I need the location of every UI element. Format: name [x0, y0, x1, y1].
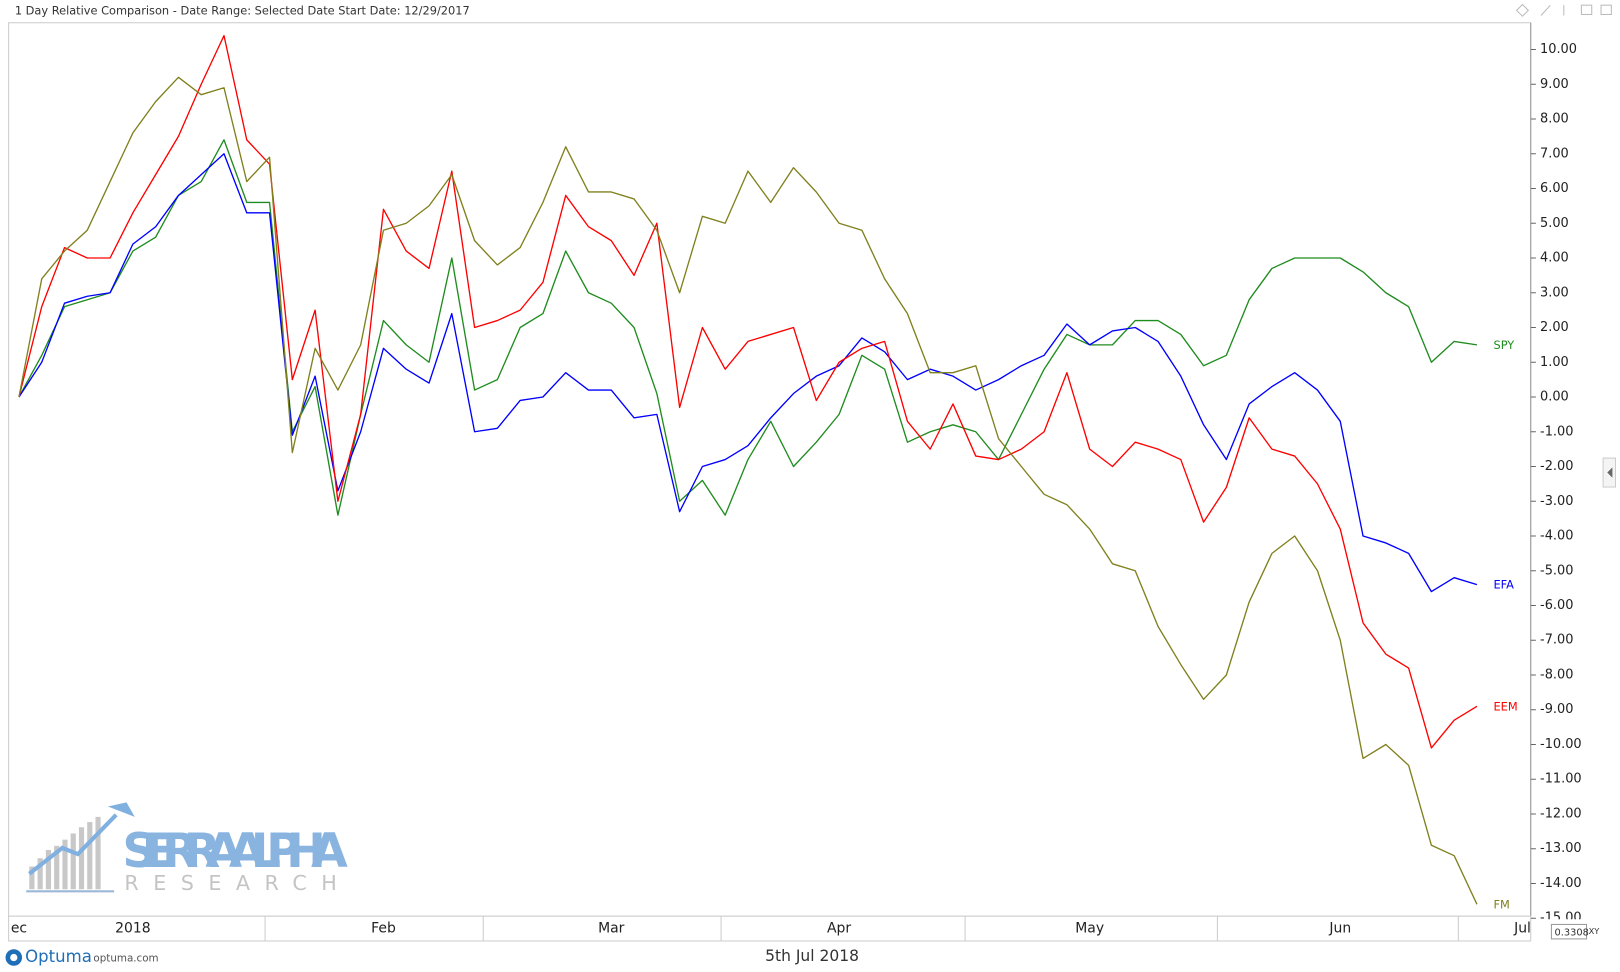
y-tick-label: 9.00 [1540, 77, 1569, 92]
series-line [18, 139, 1478, 516]
y-tick-label: -13.00 [1540, 841, 1582, 856]
series-line [18, 34, 1478, 749]
x-tick-label: Mar [598, 921, 625, 937]
toolbar-icons[interactable] [1515, 3, 1612, 17]
brand-site: optuma.com [93, 953, 158, 965]
y-tick-label: -15.00 [1540, 911, 1582, 926]
brand-logo-hole [10, 953, 18, 962]
x-tick-label: Jul [1513, 921, 1531, 937]
footer-bar [0, 943, 1620, 972]
scale-value: 0.3308 [1555, 928, 1589, 939]
series-line [18, 153, 1478, 593]
watermark: SIERRA ALPHA RESEARCH [26, 802, 351, 895]
y-tick-label: -9.00 [1540, 702, 1573, 717]
scale-mode[interactable]: XY [1589, 926, 1601, 936]
x-tick-label: ec [11, 921, 27, 937]
plot-lines [18, 34, 1478, 905]
x-tick-label: Apr [827, 921, 851, 937]
chart-header: 1 Day Relative Comparison - Date Range: … [15, 3, 470, 17]
footer-date: 5th Jul 2018 [765, 947, 859, 965]
x-tick-label: May [1075, 921, 1104, 937]
y-tick-label: -11.00 [1540, 772, 1582, 787]
y-tick-label: 10.00 [1540, 42, 1577, 57]
y-tick-label: -10.00 [1540, 737, 1582, 752]
y-tick-label: 6.00 [1540, 181, 1569, 196]
series-label: FM [1494, 897, 1510, 911]
series-label: SPY [1494, 338, 1515, 352]
y-axis-ticks: 10.00 9.00 8.00 7.00 6.00 5.00 4.00 3.00 2.00 1.0… [1530, 42, 1582, 926]
y-tick-label: -12.00 [1540, 806, 1582, 821]
y-tick-label: 7.00 [1540, 146, 1569, 161]
series-label: EEM [1494, 699, 1518, 713]
watermark-subtitle: RESEARCH [124, 871, 351, 895]
series-label: EFA [1494, 578, 1515, 592]
y-tick-label: 1.00 [1540, 355, 1569, 370]
y-tick-label: -14.00 [1540, 876, 1582, 891]
scale-box[interactable] [1550, 923, 1588, 940]
y-tick-label: -1.00 [1540, 424, 1573, 439]
series-line [18, 76, 1478, 905]
y-tick-label: -8.00 [1540, 667, 1573, 682]
y-tick-label: 2.00 [1540, 320, 1569, 335]
x-tick-label: 2018 [115, 921, 150, 937]
y-tick-label: -6.00 [1540, 598, 1573, 613]
y-tick-label: 8.00 [1540, 112, 1569, 127]
x-tick-label: Jun [1328, 921, 1351, 937]
y-tick-label: -3.00 [1540, 494, 1573, 509]
y-tick-label: -2.00 [1540, 459, 1573, 474]
y-tick-label: 3.00 [1540, 285, 1569, 300]
y-tick-label: -7.00 [1540, 633, 1573, 648]
y-tick-label: 5.00 [1540, 216, 1569, 231]
y-tick-label: 4.00 [1540, 251, 1569, 266]
x-axis: ec 2018 Feb Mar Apr May Jun Jul [8, 915, 1532, 942]
side-toggle-arrow [1607, 467, 1613, 478]
watermark-title: SIERRA ALPHA [122, 824, 348, 879]
brand-name: Optuma [25, 947, 92, 966]
y-tick-label: -5.00 [1540, 563, 1573, 578]
plot-frame [8, 22, 1532, 917]
y-tick-label: 0.00 [1540, 390, 1569, 405]
y-tick-label: -4.00 [1540, 529, 1573, 544]
x-tick-label: Feb [371, 921, 396, 937]
